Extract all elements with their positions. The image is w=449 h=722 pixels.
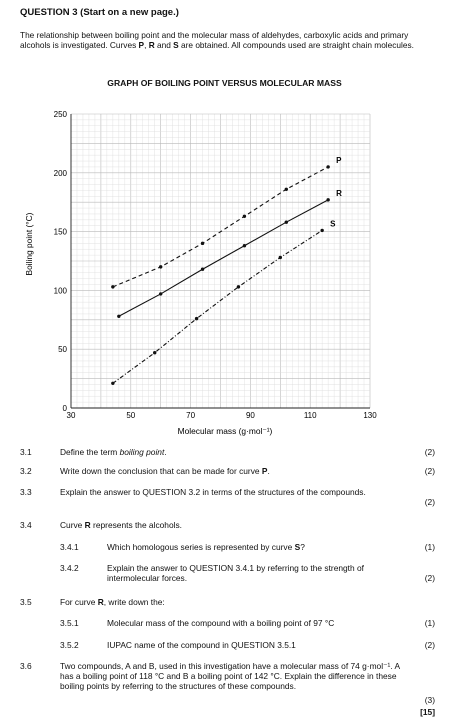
y-tick-label: 100 [54, 286, 68, 295]
question-intro: The relationship between boiling point a… [20, 30, 414, 50]
total-marks: [15] [420, 707, 435, 717]
x-tick-label: 90 [246, 411, 255, 420]
x-tick-label: 50 [126, 411, 135, 420]
series-line-R [118, 199, 329, 317]
question-heading: QUESTION 3 (Start on a new page.) [20, 7, 179, 18]
y-tick-label: 200 [54, 169, 68, 178]
data-point-P [242, 214, 247, 219]
data-point-R [242, 244, 247, 248]
series-label-P: P [336, 156, 342, 165]
data-point-R [117, 314, 121, 318]
data-point-P [111, 285, 115, 289]
data-point-P [159, 265, 163, 269]
question-3-4-2: 3.4.2 Explain the answer to QUESTION 3.4… [60, 563, 435, 583]
data-point-P [200, 241, 205, 246]
data-point-R [200, 267, 205, 271]
graph-title: GRAPH OF BOILING POINT VERSUS MOLECULAR … [107, 78, 342, 88]
x-tick-label: 130 [363, 411, 377, 420]
data-point-S [278, 255, 282, 260]
x-tick-label: 70 [186, 411, 195, 420]
chart-series: P R S [111, 156, 342, 386]
data-point-S [194, 316, 199, 321]
x-tick-label: 30 [67, 411, 76, 420]
boiling-point-chart: 30 50 70 90 110 130 0 50 100 150 200 250 P R S Molecu… [24, 110, 378, 436]
data-point-S [111, 381, 115, 386]
series-label-S: S [330, 219, 336, 228]
y-tick-label: 0 [63, 404, 68, 413]
y-tick-label: 250 [54, 110, 68, 119]
data-point-R [284, 220, 288, 224]
chart-axes [70, 114, 370, 409]
series-label-R: R [336, 189, 342, 198]
x-axis-label: Molecular mass (g·mol⁻¹) [178, 426, 273, 436]
data-point-S [236, 285, 241, 289]
chart-ticks: 30 50 70 90 110 130 0 50 100 150 200 250 [54, 110, 378, 420]
data-point-P [326, 165, 330, 169]
y-tick-label: 150 [54, 228, 68, 237]
data-point-S [320, 228, 324, 233]
y-tick-label: 50 [58, 345, 67, 354]
series-line-P [112, 166, 329, 288]
question-3-6: 3.6 Two compounds, A and B, used in this… [20, 661, 435, 705]
data-point-R [326, 198, 330, 202]
question-3-3: 3.3 Explain the answer to QUESTION 3.2 i… [20, 487, 435, 507]
y-axis-label: Boiling point (°C) [24, 212, 34, 275]
series-line-S [112, 229, 323, 384]
data-point-R [159, 292, 163, 296]
data-point-P [284, 187, 288, 191]
x-tick-label: 110 [304, 411, 317, 420]
chart-grid [70, 113, 371, 409]
data-point-S [153, 351, 157, 355]
